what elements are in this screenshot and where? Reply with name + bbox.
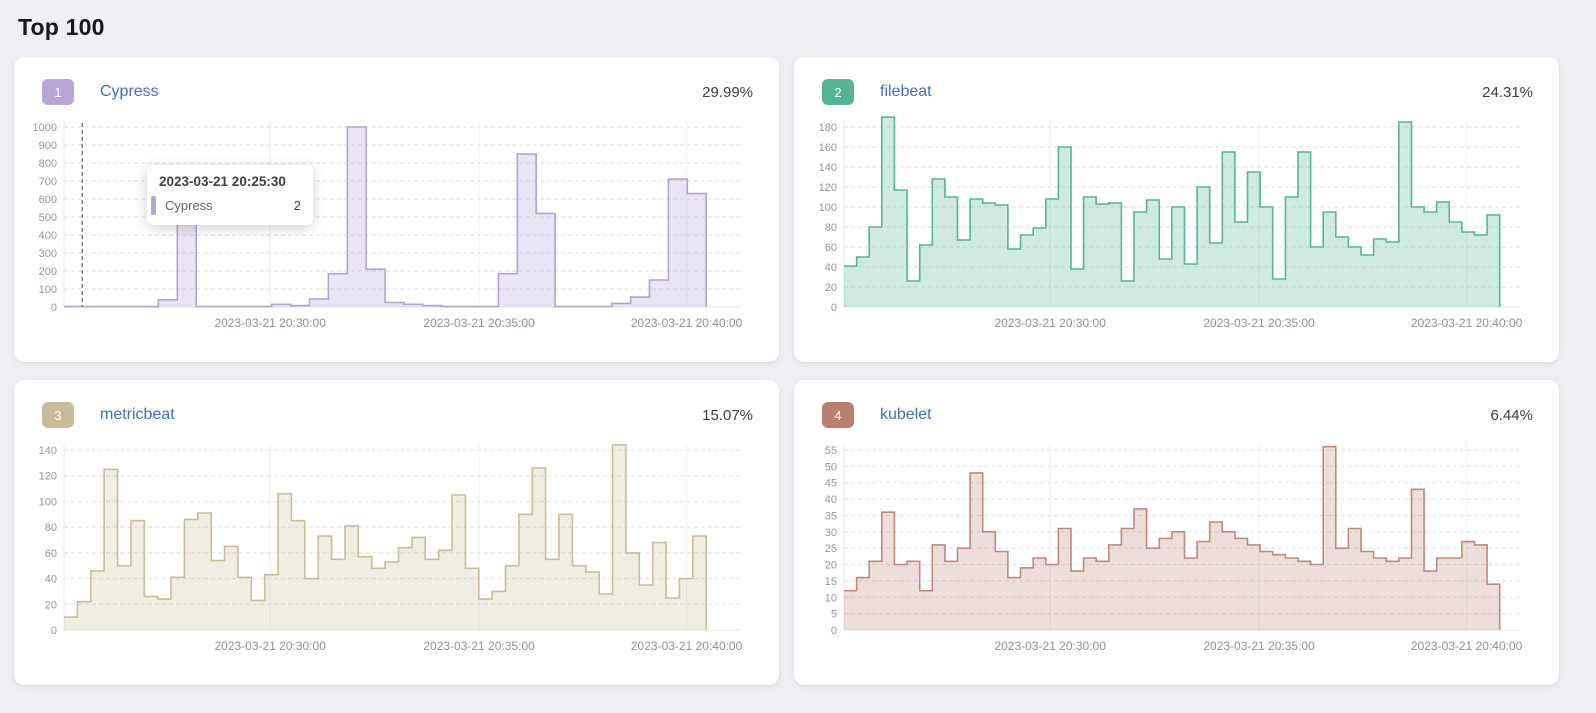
chart-tooltip: 2023-03-21 20:25:30 Cypress 2 bbox=[147, 165, 313, 225]
svg-text:140: 140 bbox=[819, 162, 837, 174]
svg-text:200: 200 bbox=[39, 266, 57, 278]
svg-text:100: 100 bbox=[39, 496, 57, 508]
chart-card-cypress: 1 Cypress 29.99% 0 100 200 300 400 500 600 700 8… bbox=[14, 57, 779, 362]
svg-text:2023-03-21 20:40:00: 2023-03-21 20:40:00 bbox=[631, 316, 743, 330]
svg-text:50: 50 bbox=[825, 461, 837, 473]
svg-text:15: 15 bbox=[825, 576, 837, 588]
rank-badge: 4 bbox=[822, 402, 854, 428]
series-link-cypress[interactable]: Cypress bbox=[100, 83, 159, 100]
svg-text:20: 20 bbox=[825, 282, 837, 294]
chart-card-filebeat: 2 filebeat 24.31% 0 20 40 60 80 100 120 140 160 1… bbox=[794, 57, 1559, 362]
series-link-kubelet[interactable]: kubelet bbox=[880, 406, 932, 423]
svg-text:80: 80 bbox=[825, 222, 837, 234]
rank-badge: 3 bbox=[42, 402, 74, 428]
svg-text:900: 900 bbox=[39, 140, 57, 152]
svg-text:180: 180 bbox=[819, 122, 837, 134]
svg-text:2023-03-21 20:35:00: 2023-03-21 20:35:00 bbox=[1203, 639, 1315, 653]
svg-text:60: 60 bbox=[825, 242, 837, 254]
svg-text:55: 55 bbox=[825, 445, 837, 457]
svg-text:120: 120 bbox=[819, 182, 837, 194]
cards-grid: 1 Cypress 29.99% 0 100 200 300 400 500 600 700 8… bbox=[14, 57, 1582, 685]
svg-text:20: 20 bbox=[45, 599, 57, 611]
svg-text:35: 35 bbox=[825, 510, 837, 522]
svg-text:0: 0 bbox=[51, 302, 57, 314]
tooltip-series-value: 2 bbox=[293, 198, 301, 213]
svg-text:2023-03-21 20:40:00: 2023-03-21 20:40:00 bbox=[1411, 639, 1523, 653]
svg-text:160: 160 bbox=[819, 142, 837, 154]
series-marker bbox=[151, 196, 156, 215]
svg-text:0: 0 bbox=[831, 302, 837, 314]
chart-area-metricbeat[interactable]: 0 20 40 60 80 100 120 140 2023-03-21 20:30:00 202… bbox=[28, 436, 779, 661]
svg-text:2023-03-21 20:30:00: 2023-03-21 20:30:00 bbox=[214, 639, 326, 653]
svg-text:80: 80 bbox=[45, 522, 57, 534]
svg-text:1000: 1000 bbox=[33, 122, 57, 134]
card-header: 4 kubelet 6.44% bbox=[794, 380, 1559, 428]
percent-value: 6.44% bbox=[1490, 406, 1533, 424]
svg-text:2023-03-21 20:35:00: 2023-03-21 20:35:00 bbox=[423, 316, 535, 330]
tooltip-time: 2023-03-21 20:25:30 bbox=[159, 174, 286, 189]
svg-text:100: 100 bbox=[819, 202, 837, 214]
svg-text:0: 0 bbox=[51, 625, 57, 637]
kubelet-step-area-chart: 0 5 10 15 20 25 30 35 40 45 50 55 2023-03-21 20:30:0… bbox=[825, 444, 1523, 653]
chart-area-cypress[interactable]: 0 100 200 300 400 500 600 700 800 900 1000 2023-03-… bbox=[28, 113, 779, 338]
svg-text:0: 0 bbox=[831, 625, 837, 637]
chart-card-kubelet: 4 kubelet 6.44% 0 5 10 15 20 25 30 35 40 45 50 55 20… bbox=[794, 380, 1559, 685]
svg-text:300: 300 bbox=[39, 248, 57, 260]
percent-value: 15.07% bbox=[702, 406, 753, 424]
svg-text:700: 700 bbox=[39, 176, 57, 188]
svg-text:40: 40 bbox=[45, 574, 57, 586]
tooltip-series-name: Cypress bbox=[165, 198, 213, 213]
svg-text:400: 400 bbox=[39, 230, 57, 242]
rank-badge: 1 bbox=[42, 79, 74, 105]
series-link-metricbeat[interactable]: metricbeat bbox=[100, 406, 175, 423]
svg-text:40: 40 bbox=[825, 262, 837, 274]
svg-text:25: 25 bbox=[825, 543, 837, 555]
svg-text:2023-03-21 20:35:00: 2023-03-21 20:35:00 bbox=[1203, 316, 1315, 330]
chart-area-filebeat[interactable]: 0 20 40 60 80 100 120 140 160 180 2023-03-21 20:30… bbox=[808, 113, 1559, 338]
svg-text:2023-03-21 20:40:00: 2023-03-21 20:40:00 bbox=[1411, 316, 1523, 330]
rank-badge: 2 bbox=[822, 79, 854, 105]
svg-text:500: 500 bbox=[39, 212, 57, 224]
chart-area-kubelet[interactable]: 0 5 10 15 20 25 30 35 40 45 50 55 2023-03-21 20:30:0… bbox=[808, 436, 1559, 661]
card-header: 2 filebeat 24.31% bbox=[794, 57, 1559, 105]
series-link-filebeat[interactable]: filebeat bbox=[880, 83, 932, 100]
svg-text:140: 140 bbox=[39, 445, 57, 457]
percent-value: 24.31% bbox=[1482, 83, 1533, 101]
card-header: 3 metricbeat 15.07% bbox=[14, 380, 779, 428]
svg-text:600: 600 bbox=[39, 194, 57, 206]
tooltip-row: Cypress 2 bbox=[151, 196, 301, 215]
svg-text:60: 60 bbox=[45, 548, 57, 560]
page-title: Top 100 bbox=[18, 14, 105, 40]
svg-text:30: 30 bbox=[825, 527, 837, 539]
svg-text:100: 100 bbox=[39, 284, 57, 296]
svg-text:40: 40 bbox=[825, 494, 837, 506]
svg-text:800: 800 bbox=[39, 158, 57, 170]
svg-text:2023-03-21 20:30:00: 2023-03-21 20:30:00 bbox=[994, 639, 1106, 653]
svg-text:20: 20 bbox=[825, 560, 837, 572]
cypress-step-area-chart: 0 100 200 300 400 500 600 700 800 900 1000 2023-03-… bbox=[33, 121, 743, 330]
percent-value: 29.99% bbox=[702, 83, 753, 101]
svg-text:5: 5 bbox=[831, 609, 837, 621]
card-header: 1 Cypress 29.99% bbox=[14, 57, 779, 105]
filebeat-step-area-chart: 0 20 40 60 80 100 120 140 160 180 2023-03-21 20:30… bbox=[819, 116, 1523, 330]
svg-text:2023-03-21 20:30:00: 2023-03-21 20:30:00 bbox=[994, 316, 1106, 330]
chart-card-metricbeat: 3 metricbeat 15.07% 0 20 40 60 80 100 120 140 20… bbox=[14, 380, 779, 685]
metricbeat-step-area-chart: 0 20 40 60 80 100 120 140 2023-03-21 20:30:00 202… bbox=[39, 444, 743, 653]
svg-text:120: 120 bbox=[39, 471, 57, 483]
svg-text:2023-03-21 20:35:00: 2023-03-21 20:35:00 bbox=[423, 639, 535, 653]
svg-text:2023-03-21 20:40:00: 2023-03-21 20:40:00 bbox=[631, 639, 743, 653]
svg-text:10: 10 bbox=[825, 592, 837, 604]
svg-text:2023-03-21 20:30:00: 2023-03-21 20:30:00 bbox=[214, 316, 326, 330]
svg-text:45: 45 bbox=[825, 478, 837, 490]
